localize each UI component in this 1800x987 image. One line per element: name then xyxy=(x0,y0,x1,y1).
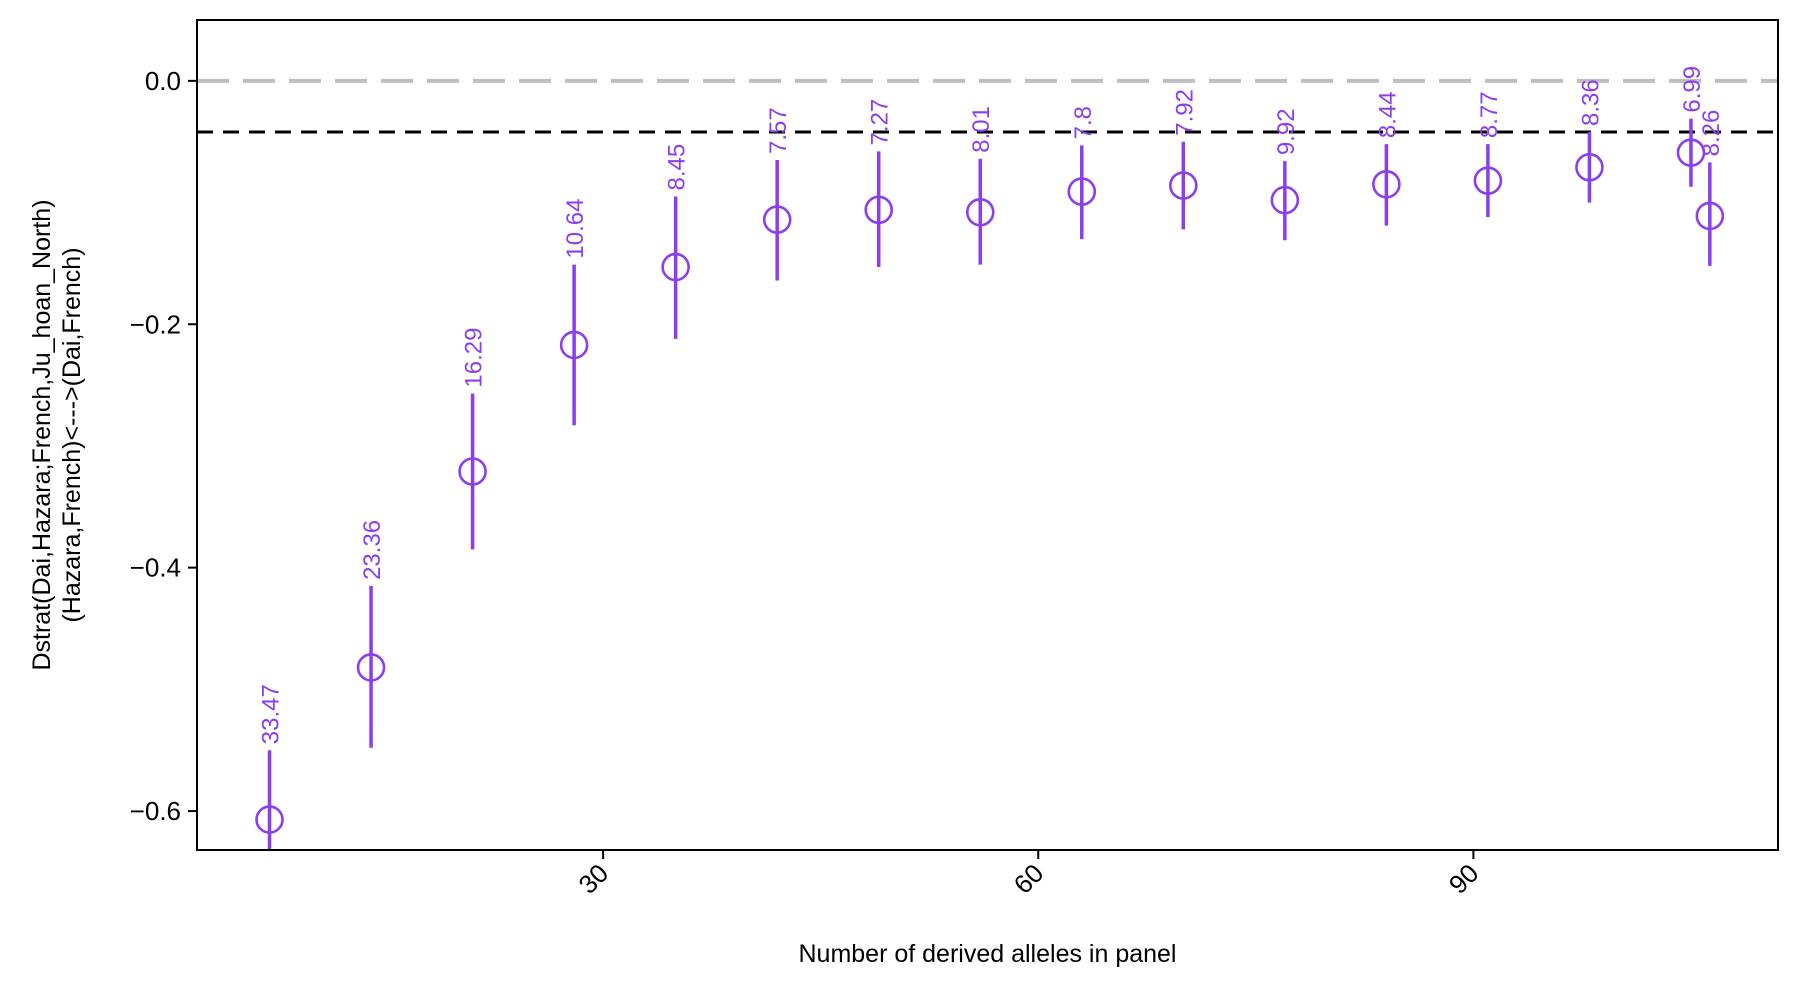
data-label: 8.01 xyxy=(968,106,995,153)
y-tick-label: −0.2 xyxy=(130,309,181,339)
data-label: 8.44 xyxy=(1374,91,1401,138)
data-label: 23.36 xyxy=(359,520,386,580)
data-point xyxy=(255,805,284,834)
data-label: 33.47 xyxy=(258,684,285,744)
x-axis-title: Number of derived alleles in panel xyxy=(799,940,1177,968)
data-label: 16.29 xyxy=(461,328,488,388)
data-point xyxy=(661,252,690,282)
data-label: 8.77 xyxy=(1476,91,1503,138)
data-labels: 33.47 23.36 16.29 10.64 8.45 7.57 7.27 8.01 7.8 7… xyxy=(258,66,1725,744)
data-label: 6.99 xyxy=(1679,66,1706,113)
data-point xyxy=(1695,201,1725,231)
y-axis-title: Dstrat(Dai,Hazara;French,Ju_hoan_North) … xyxy=(28,199,86,670)
data-point xyxy=(1372,169,1401,199)
data-label: 10.64 xyxy=(562,199,589,259)
data-label: 8.36 xyxy=(1577,79,1604,126)
y-tick-label: −0.6 xyxy=(130,796,181,826)
y-tick-label: 0.0 xyxy=(145,66,181,96)
data-point xyxy=(762,205,792,234)
data-point xyxy=(1169,171,1198,200)
data-label: 7.27 xyxy=(867,99,894,146)
data-label: 7.57 xyxy=(765,107,792,154)
data-point xyxy=(1676,138,1706,167)
y-axis: 0.0 −0.2 −0.4 −0.6 xyxy=(130,66,197,826)
data-point xyxy=(965,197,995,227)
data-point xyxy=(1270,185,1300,215)
y-tick-label: −0.4 xyxy=(130,553,181,583)
data-point xyxy=(864,195,894,225)
reference-lines xyxy=(197,78,1778,134)
data-point xyxy=(356,653,386,682)
y-axis-title-line-1: Dstrat(Dai,Hazara;French,Ju_hoan_North) xyxy=(28,199,56,670)
data-marks xyxy=(255,118,1725,850)
data-point xyxy=(1575,152,1604,182)
data-point xyxy=(1473,166,1503,195)
data-label: 7.8 xyxy=(1070,106,1097,139)
data-point xyxy=(559,330,589,360)
data-point xyxy=(458,457,487,486)
data-label: 8.45 xyxy=(664,144,691,191)
data-label: 9.92 xyxy=(1273,108,1300,155)
y-axis-title-line-2: (Hazara,French)<--->(Dai,French) xyxy=(58,247,86,622)
data-point xyxy=(1067,177,1097,206)
data-label: 8.26 xyxy=(1698,110,1725,157)
plot-frame xyxy=(196,19,1779,851)
data-label: 7.92 xyxy=(1171,89,1198,136)
